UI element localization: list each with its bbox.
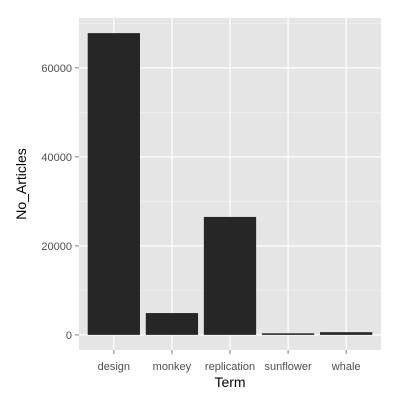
y-tick-label: 20000 xyxy=(41,241,72,253)
x-tick-label: sunflower xyxy=(265,361,312,373)
x-tick-label: replication xyxy=(205,361,255,373)
x-axis-ticks: design monkey replication sunflower whale xyxy=(98,350,361,373)
bars xyxy=(87,33,373,335)
y-tick-label: 60000 xyxy=(41,63,72,75)
bar-design xyxy=(87,33,140,335)
x-tick-label: design xyxy=(98,361,130,373)
y-axis-ticks: 0 20000 40000 60000 xyxy=(41,63,79,342)
y-tick-label: 40000 xyxy=(41,152,72,164)
x-axis-title: Term xyxy=(214,374,245,390)
x-tick-label: whale xyxy=(331,361,361,373)
y-axis-title: No_Articles xyxy=(13,148,29,220)
x-tick-label: monkey xyxy=(153,361,192,373)
bar-monkey xyxy=(145,313,199,335)
bar-whale xyxy=(320,332,373,335)
bar-sunflower xyxy=(261,333,315,335)
bar-replication xyxy=(203,216,257,335)
y-tick-label: 0 xyxy=(66,330,72,342)
